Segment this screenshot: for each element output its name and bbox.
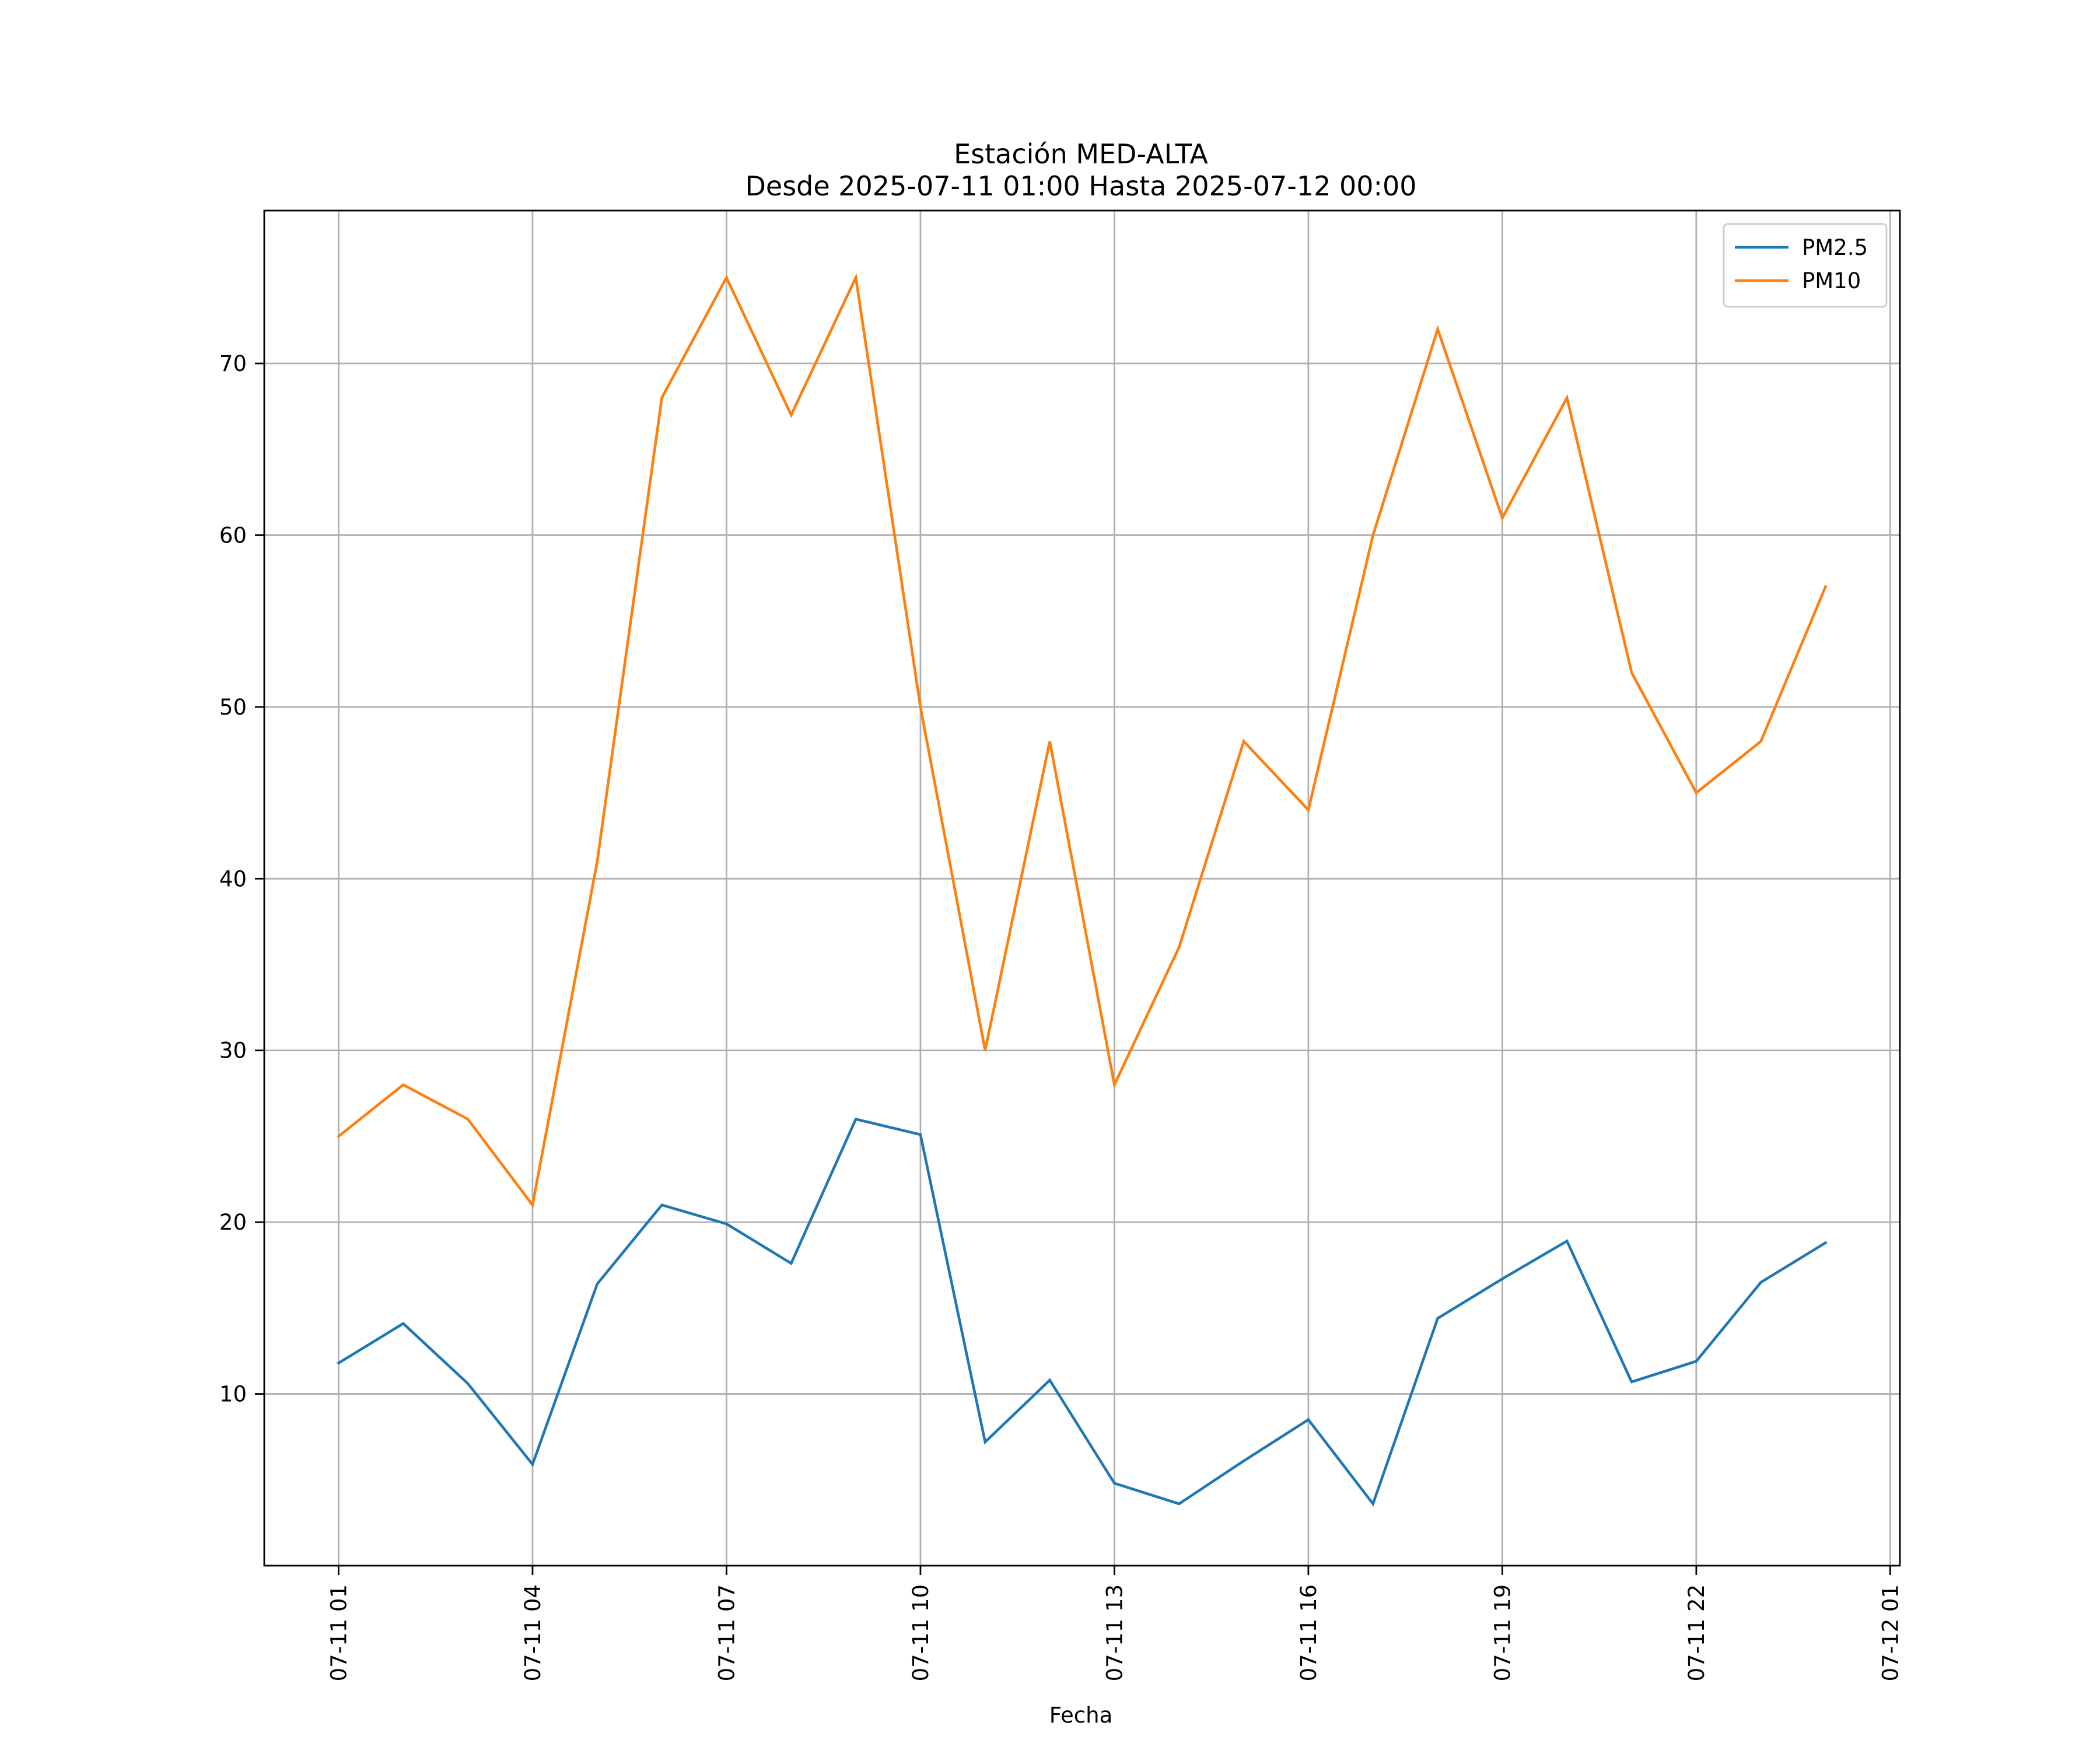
x-tick-label: 07-11 16: [1296, 1584, 1321, 1681]
plot-frame: [263, 209, 1901, 1567]
x-tick-label: 07-11 10: [908, 1584, 933, 1681]
y-tick-label: 50: [219, 695, 247, 720]
chart-subtitle: Desde 2025-07-11 01:00 Hasta 2025-07-12 …: [745, 170, 1416, 202]
legend-label: PM10: [1802, 268, 1861, 293]
y-tick-label: 70: [219, 351, 247, 376]
x-tick-label: 07-11 13: [1102, 1584, 1127, 1681]
series-lines: [337, 272, 1828, 1507]
x-tick-label: 07-11 04: [520, 1584, 545, 1681]
x-tick-label: 07-11 19: [1490, 1584, 1515, 1681]
x-tick-label: 07-11 22: [1684, 1584, 1709, 1681]
series-line-pm10: [337, 272, 1828, 1209]
y-tick-label: 60: [219, 523, 247, 548]
legend: PM2.5 PM10: [1723, 223, 1888, 308]
x-tick-label: 07-12 01: [1878, 1584, 1903, 1681]
legend-label: PM2.5: [1802, 235, 1868, 260]
chart-title: Estación MED-ALTA: [954, 138, 1208, 170]
x-tick-label: 07-11 07: [714, 1584, 739, 1681]
x-axis-label: Fecha: [1049, 1703, 1113, 1728]
legend-box: [1723, 223, 1888, 308]
x-tick-label: 07-11 01: [326, 1584, 351, 1681]
y-tick-label: 20: [219, 1210, 247, 1235]
y-tick-label: 10: [219, 1382, 247, 1407]
y-tick-label: 30: [219, 1038, 247, 1063]
grid: [264, 211, 1900, 1566]
series-line-pm2-5: [337, 1117, 1828, 1507]
y-tick-label: 40: [219, 866, 247, 891]
axes: 07-11 01 07-11 04 07-11 07 07-11 10 07-11 13…: [219, 209, 1903, 1681]
